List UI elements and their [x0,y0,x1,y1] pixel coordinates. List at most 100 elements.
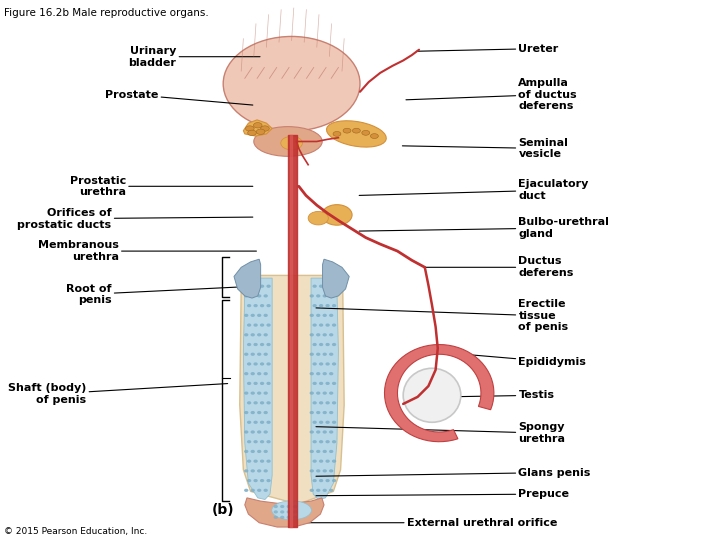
Circle shape [247,362,251,366]
Circle shape [264,353,268,356]
Ellipse shape [308,212,328,225]
Circle shape [325,401,330,404]
Circle shape [266,323,271,327]
Circle shape [247,479,251,482]
Circle shape [325,460,330,463]
Circle shape [260,440,264,443]
Circle shape [312,323,317,327]
Circle shape [319,382,323,385]
Circle shape [251,489,255,492]
Circle shape [316,294,320,298]
Circle shape [264,372,268,375]
Circle shape [264,411,268,414]
Circle shape [312,479,317,482]
Text: Urinary
bladder: Urinary bladder [129,46,260,68]
Circle shape [323,450,327,453]
Circle shape [260,421,264,424]
Circle shape [312,285,317,288]
Circle shape [247,421,251,424]
Circle shape [244,314,248,317]
Circle shape [264,469,268,472]
Ellipse shape [327,121,386,147]
Circle shape [332,401,336,404]
Circle shape [264,294,268,298]
Circle shape [257,411,261,414]
Circle shape [251,392,255,395]
Polygon shape [323,259,349,298]
Circle shape [244,489,248,492]
Circle shape [325,362,330,366]
Polygon shape [240,275,344,504]
Circle shape [310,489,314,492]
Circle shape [244,392,248,395]
Circle shape [251,430,255,434]
Circle shape [253,401,258,404]
Circle shape [247,323,251,327]
Circle shape [323,469,327,472]
Circle shape [253,440,258,443]
Circle shape [260,362,264,366]
Circle shape [332,304,336,307]
Circle shape [325,323,330,327]
Circle shape [323,411,327,414]
Circle shape [264,450,268,453]
Circle shape [266,460,271,463]
Ellipse shape [322,205,352,225]
Circle shape [264,392,268,395]
Circle shape [253,362,258,366]
Ellipse shape [253,123,262,128]
Text: Shaft (body)
of penis: Shaft (body) of penis [8,383,228,405]
Circle shape [325,382,330,385]
Ellipse shape [223,36,360,131]
Circle shape [329,469,333,472]
Circle shape [280,505,284,508]
Text: Prepuce: Prepuce [316,489,570,499]
Circle shape [260,323,264,327]
Circle shape [323,489,327,492]
Circle shape [323,392,327,395]
Circle shape [293,510,297,514]
Circle shape [316,314,320,317]
Circle shape [253,343,258,346]
Circle shape [264,314,268,317]
Circle shape [251,411,255,414]
Ellipse shape [248,130,256,136]
Circle shape [312,460,317,463]
Ellipse shape [256,129,265,134]
Circle shape [244,411,248,414]
Circle shape [332,323,336,327]
Circle shape [319,285,323,288]
Circle shape [310,333,314,336]
Circle shape [329,333,333,336]
Circle shape [266,285,271,288]
Polygon shape [245,498,324,527]
Circle shape [253,285,258,288]
Circle shape [319,421,323,424]
Circle shape [257,489,261,492]
Circle shape [257,430,261,434]
Circle shape [266,362,271,366]
Circle shape [325,440,330,443]
Circle shape [280,510,284,514]
Text: Ampulla
of ductus
deferens: Ampulla of ductus deferens [406,78,577,111]
Circle shape [332,343,336,346]
Text: Epididymis: Epididymis [460,354,586,367]
Circle shape [251,294,255,298]
Circle shape [312,421,317,424]
Ellipse shape [261,126,269,131]
Circle shape [310,294,314,298]
Circle shape [274,516,278,519]
Text: Ductus
deferens: Ductus deferens [424,256,574,278]
Circle shape [312,343,317,346]
Circle shape [332,362,336,366]
Text: (b): (b) [212,503,235,517]
Circle shape [332,285,336,288]
Circle shape [323,314,327,317]
Circle shape [257,353,261,356]
Circle shape [316,411,320,414]
Circle shape [260,382,264,385]
Circle shape [251,372,255,375]
Circle shape [264,489,268,492]
Circle shape [310,469,314,472]
Text: Glans penis: Glans penis [316,468,591,477]
